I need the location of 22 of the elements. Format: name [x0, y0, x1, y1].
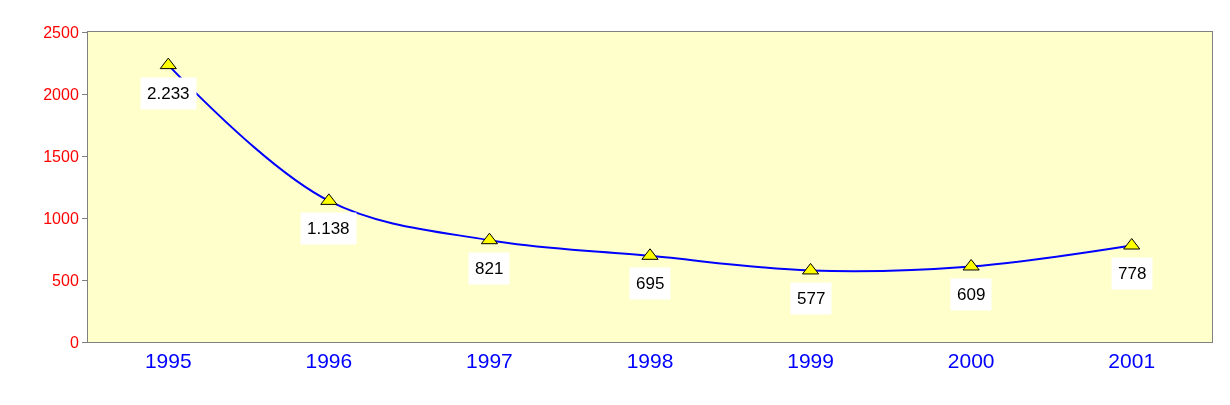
y-tick-label: 2500: [43, 23, 79, 41]
x-tick-label: 1996: [305, 349, 353, 373]
data-label: 577: [797, 289, 826, 308]
y-tick-label: 0: [69, 333, 79, 351]
data-label: 2.233: [147, 84, 190, 103]
y-tick-label: 1500: [43, 147, 79, 165]
x-tick-label: 1999: [787, 349, 834, 373]
x-tick-label: 1995: [144, 349, 192, 373]
data-label: 778: [1118, 264, 1147, 283]
data-label: 1.138: [307, 219, 350, 238]
x-tick-label: 2001: [1108, 349, 1156, 373]
x-tick-label: 1998: [626, 349, 674, 373]
data-label: 695: [636, 274, 665, 293]
point: [159, 57, 177, 70]
data-label: 609: [957, 285, 986, 304]
point: [962, 258, 980, 271]
x-tick-label: 1997: [466, 349, 513, 373]
y-tick-label: 1000: [43, 209, 79, 227]
y-tick-label: 500: [52, 271, 79, 289]
data-label: 821: [475, 259, 504, 278]
x-tick-label: 2000: [947, 349, 995, 373]
y-tick-label: 2000: [43, 85, 79, 103]
